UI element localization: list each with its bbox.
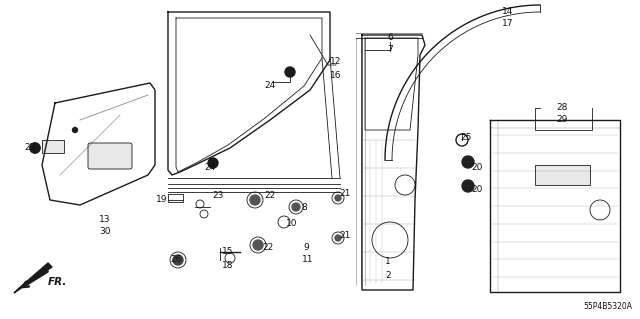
Text: 21: 21 — [339, 189, 351, 198]
Circle shape — [173, 255, 183, 265]
Text: 15: 15 — [222, 248, 234, 256]
Text: 16: 16 — [330, 71, 342, 80]
Text: 27: 27 — [24, 144, 36, 152]
Text: 28: 28 — [556, 103, 568, 113]
Text: 7: 7 — [387, 46, 393, 55]
Text: 20: 20 — [471, 186, 483, 195]
Text: 20: 20 — [471, 164, 483, 173]
Circle shape — [72, 128, 77, 132]
Text: 25: 25 — [460, 133, 472, 143]
Text: 22: 22 — [262, 242, 274, 251]
Text: 19: 19 — [156, 196, 168, 204]
Circle shape — [208, 158, 218, 168]
Text: 13: 13 — [99, 216, 111, 225]
Text: 24: 24 — [264, 80, 276, 90]
Text: 23: 23 — [212, 191, 224, 201]
Text: 21: 21 — [339, 231, 351, 240]
Text: 1: 1 — [385, 257, 391, 266]
Bar — [535, 165, 590, 185]
Bar — [168, 194, 183, 202]
Circle shape — [285, 67, 295, 77]
Text: 24: 24 — [204, 164, 216, 173]
Circle shape — [462, 180, 474, 192]
Text: 14: 14 — [502, 8, 514, 17]
Circle shape — [462, 156, 474, 168]
Text: 6: 6 — [387, 33, 393, 42]
Text: 17: 17 — [502, 19, 514, 28]
Text: 29: 29 — [556, 115, 568, 124]
Polygon shape — [14, 263, 52, 293]
FancyBboxPatch shape — [88, 143, 132, 169]
Circle shape — [250, 195, 260, 205]
Text: 10: 10 — [286, 219, 298, 227]
Circle shape — [30, 143, 40, 153]
Text: 30: 30 — [99, 227, 111, 236]
Circle shape — [253, 240, 263, 250]
Text: 2: 2 — [385, 271, 391, 279]
Text: 26: 26 — [170, 256, 182, 264]
Circle shape — [30, 143, 40, 153]
Text: 11: 11 — [302, 256, 314, 264]
Bar — [42, 140, 64, 153]
Circle shape — [292, 203, 300, 211]
Text: 22: 22 — [264, 191, 276, 201]
Text: 55P4B5320A: 55P4B5320A — [583, 302, 632, 311]
Circle shape — [335, 195, 341, 201]
Text: 8: 8 — [301, 204, 307, 212]
Text: 12: 12 — [330, 57, 342, 66]
Text: 9: 9 — [303, 242, 309, 251]
Circle shape — [335, 235, 341, 241]
Text: FR.: FR. — [48, 277, 67, 287]
Text: 18: 18 — [222, 261, 234, 270]
